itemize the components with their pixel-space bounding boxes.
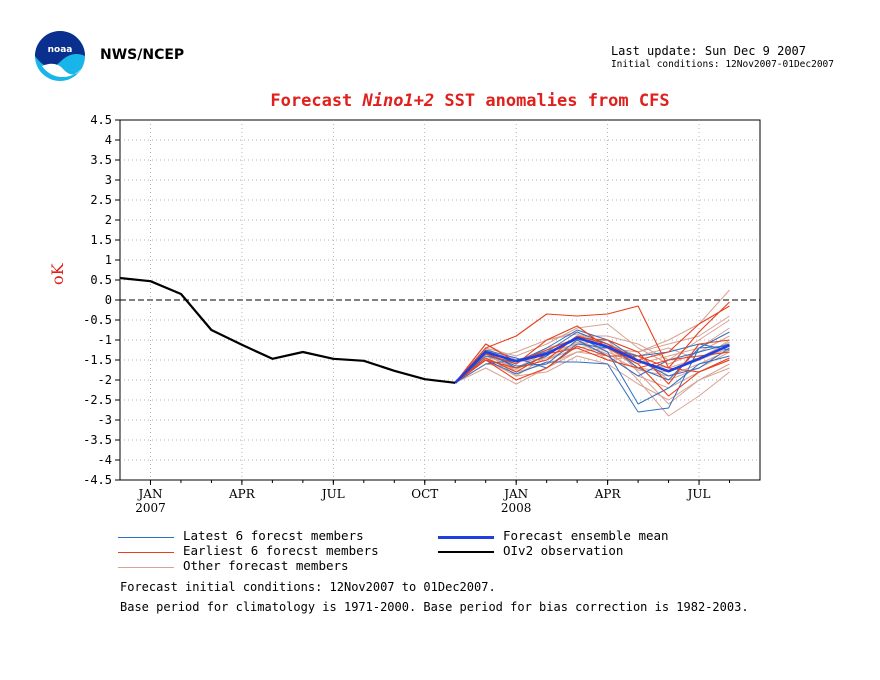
legend-swatch-observation bbox=[438, 551, 494, 553]
y-tick-label: 0 bbox=[105, 293, 112, 307]
earliest-member-line bbox=[454, 305, 730, 384]
x-tick-label: APR bbox=[594, 487, 622, 501]
earliest-member-line bbox=[454, 347, 730, 384]
legend-label-latest: Latest 6 forecst members bbox=[183, 528, 364, 543]
earliest-member-line bbox=[454, 325, 730, 397]
legend-swatch-latest bbox=[118, 537, 174, 538]
y-tick-label: -4.5 bbox=[83, 473, 112, 487]
y-tick-label: 1.5 bbox=[90, 233, 112, 247]
chart-title: Forecast Nino1+2 SST anomalies from CFS bbox=[0, 91, 880, 111]
legend-label-observation: OIv2 observation bbox=[503, 543, 624, 558]
y-tick-label: -1 bbox=[98, 333, 112, 347]
forecast-mean-line bbox=[454, 336, 731, 384]
y-tick-label: -2 bbox=[98, 373, 112, 387]
title-prefix: Forecast bbox=[270, 91, 363, 111]
y-tick-label: 2.5 bbox=[90, 193, 112, 207]
x-tick-year: 2008 bbox=[501, 501, 532, 515]
legend-label-other: Other forecast members bbox=[183, 558, 349, 573]
y-tick-label: 0.5 bbox=[90, 273, 112, 287]
latest-member-line bbox=[454, 339, 730, 384]
y-tick-label: -2.5 bbox=[83, 393, 112, 407]
latest-member-line bbox=[454, 345, 730, 413]
y-tick-label: -1.5 bbox=[83, 353, 112, 367]
last-update: Last update: Sun Dec 9 2007 bbox=[610, 44, 807, 58]
logo-text: noaa bbox=[48, 45, 73, 55]
noaa-logo: noaa bbox=[35, 31, 85, 81]
title-suffix: SST anomalies from CFS bbox=[434, 91, 670, 111]
x-tick-label: JAN bbox=[502, 487, 528, 501]
latest-member-line bbox=[454, 343, 730, 384]
x-tick-year: 2007 bbox=[135, 501, 166, 515]
y-tick-label: 4 bbox=[105, 133, 112, 147]
legend-swatch-other bbox=[118, 567, 174, 568]
earliest-member-line bbox=[454, 301, 730, 384]
note-initial-conditions: Forecast initial conditions: 12Nov2007 t… bbox=[120, 580, 496, 594]
y-tick-label: 3.5 bbox=[90, 153, 112, 167]
legend-swatch-mean bbox=[438, 536, 494, 539]
y-tick-label: -0.5 bbox=[83, 313, 112, 327]
note-base-period: Base period for climatology is 1971-2000… bbox=[120, 600, 749, 614]
observation-line bbox=[119, 276, 456, 384]
y-tick-label: 4.5 bbox=[90, 113, 112, 127]
y-tick-label: 3 bbox=[105, 173, 112, 187]
y-tick-label: -4 bbox=[98, 453, 112, 467]
x-tick-label: JUL bbox=[686, 487, 711, 501]
initial-conditions: Initial conditions: 12Nov2007-01Dec2007 bbox=[610, 59, 834, 70]
y-tick-label: 2 bbox=[105, 213, 112, 227]
y-tick-label: 1 bbox=[105, 253, 112, 267]
x-tick-label: APR bbox=[228, 487, 256, 501]
update-info: Last update: Sun Dec 9 2007 Initial cond… bbox=[611, 44, 834, 70]
title-region: Nino1+2 bbox=[362, 91, 435, 111]
x-tick-label: JUL bbox=[320, 487, 345, 501]
legend-swatch-earliest bbox=[118, 552, 174, 553]
legend-label-earliest: Earliest 6 forecst members bbox=[183, 543, 379, 558]
y-tick-label: -3 bbox=[98, 413, 112, 427]
x-tick-label: OCT bbox=[411, 487, 438, 501]
earliest-member-line bbox=[454, 345, 730, 384]
y-tick-label: -3.5 bbox=[83, 433, 112, 447]
legend-label-mean: Forecast ensemble mean bbox=[503, 528, 669, 543]
org-name: NWS/NCEP bbox=[100, 47, 185, 63]
x-tick-label: JAN bbox=[136, 487, 162, 501]
